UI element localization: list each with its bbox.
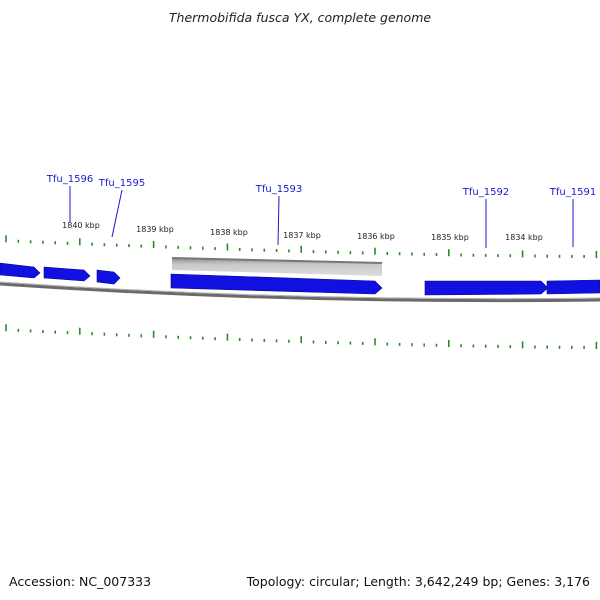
leader-line-tfu-1593 [277, 195, 280, 246]
selection-band-edge [171, 257, 383, 264]
genome-backbone [0, 282, 600, 303]
gc-content-track-upper [5, 235, 598, 258]
kbp-label-1838: 1838 kbp [210, 228, 248, 237]
gene-track [0, 262, 600, 296]
gene-arrow[interactable] [43, 266, 91, 282]
genome-backbone-highlight [0, 281, 600, 300]
kbp-scale: 1840 kbp 1839 kbp 1838 kbp 1837 kbp 1836… [62, 221, 543, 242]
gene-arrow[interactable] [546, 279, 600, 295]
kbp-label-1837: 1837 kbp [283, 231, 321, 240]
accession-label: Accession: NC_007333 [9, 574, 151, 589]
gene-label-tfu-1593[interactable]: Tfu_1593 [255, 184, 302, 195]
gene-arrow[interactable] [170, 273, 383, 295]
gc-content-track-lower [5, 324, 598, 349]
gene-arrow[interactable] [424, 280, 549, 296]
kbp-label-1834: 1834 kbp [505, 233, 543, 242]
gene-labels: Tfu_1596 Tfu_1595 Tfu_1593 Tfu_1592 Tfu_… [46, 174, 596, 198]
kbp-label-1835: 1835 kbp [431, 233, 469, 242]
gene-arrow[interactable] [0, 262, 41, 279]
gene-label-tfu-1595[interactable]: Tfu_1595 [98, 178, 145, 189]
map-title: Thermobifida fusca YX, complete genome [169, 10, 431, 25]
kbp-label-1836: 1836 kbp [357, 232, 395, 241]
gene-label-tfu-1592[interactable]: Tfu_1592 [462, 187, 509, 198]
kbp-label-1839: 1839 kbp [136, 225, 174, 234]
gene-arrow[interactable] [96, 269, 121, 285]
leader-line-tfu-1595 [111, 189, 123, 238]
genome-summary: Topology: circular; Length: 3,642,249 bp… [246, 574, 590, 589]
gene-label-tfu-1591[interactable]: Tfu_1591 [549, 187, 596, 198]
gene-leader-lines [69, 186, 574, 248]
kbp-label-1840: 1840 kbp [62, 221, 100, 230]
gene-label-tfu-1596[interactable]: Tfu_1596 [46, 174, 93, 185]
